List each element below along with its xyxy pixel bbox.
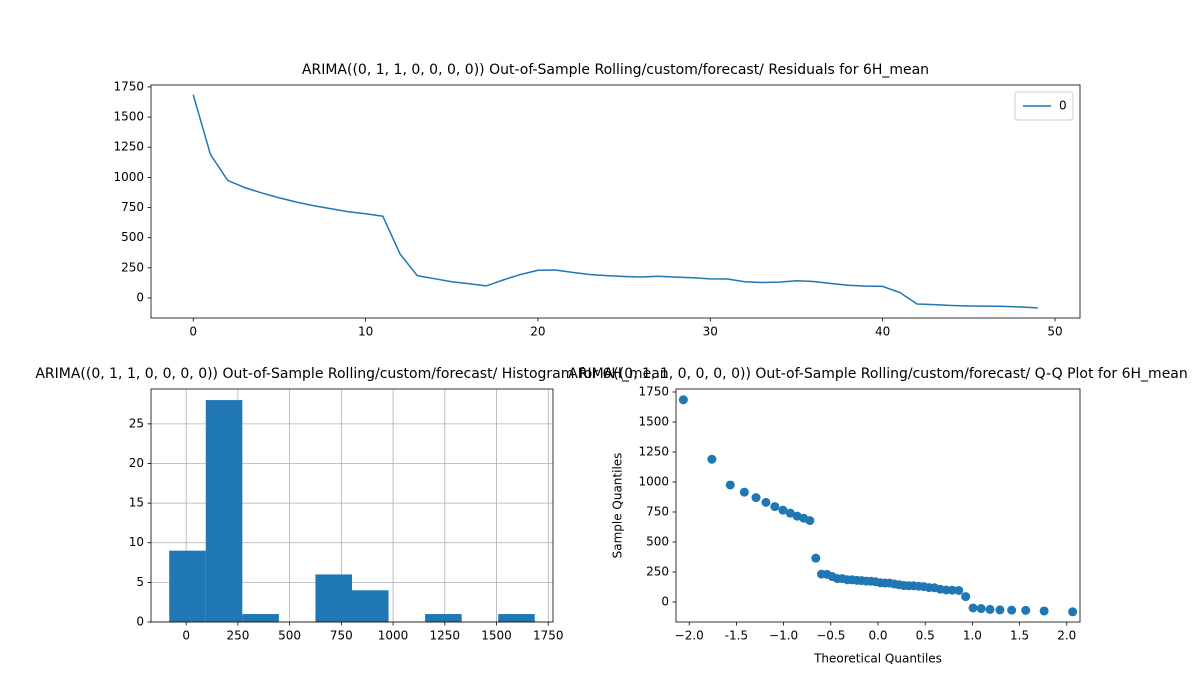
y-tick-label: 750 [646,504,669,518]
chart: 0 10 20 30 40 5002505007501000125015001750ARI… [113,62,1081,339]
x-tick-label: 2.0 [1057,629,1076,643]
y-tick-label: 25 [129,416,144,430]
x-axis-label: Theoretical Quantiles [813,652,942,666]
chart: −2.0 -1.5 −1.0 −0.5 0.0 0.5 1.0 1.5 2.0 0 250 500 75… [568,366,1188,666]
axes-frame [150,84,1081,319]
x-tick-label: 1750 [533,629,564,643]
y-tick-label: 1500 [113,110,144,124]
y-tick-label: 10 [129,535,144,549]
point [968,603,978,613]
point [954,585,964,595]
y-tick-label: 0 [661,594,669,608]
y-tick-label: 0 [136,290,144,304]
point [739,487,749,497]
x-tick-label: −1.0 [769,629,798,643]
legend: 0 [1014,91,1074,121]
x-tick-label: 10 [358,325,373,339]
x-tick-label: 1.5 [1010,629,1029,643]
plot-area [678,395,1078,617]
chart: 0 250 500 750 1000 1250 1500 1750 0 5 10 15 20 25 ARIM… [35,366,668,643]
plot-area [192,94,1038,309]
point [1007,605,1017,615]
x-tick-label: 1250 [430,629,461,643]
x-tick-label: 0.5 [916,629,935,643]
x-tick-label: −0.5 [816,629,845,643]
y-tick-label: 500 [646,534,669,548]
point [985,604,995,614]
chart-title: ARIMA((0, 1, 1, 0, 0, 0, 0)) Out-of-Samp… [302,62,929,78]
chart-title: ARIMA((0, 1, 1, 0, 0, 0, 0)) Out-of-Samp… [35,366,668,382]
x-tick-label: 30 [703,325,718,339]
y-tick-label: 1750 [638,384,669,398]
y-tick-label: 1000 [113,170,144,184]
legend-label: 0 [1059,99,1067,113]
bar [425,614,462,622]
point [678,395,688,405]
plot-area [169,400,535,622]
point [1021,605,1031,615]
point [947,585,957,595]
y-tick-label: 5 [136,575,144,589]
y-tick-label: 0 [136,615,144,629]
x-tick-label: 40 [875,325,890,339]
point [995,605,1005,615]
x-tick-label: -1.5 [725,629,748,643]
point [770,502,780,512]
x-tick-label: 500 [278,629,301,643]
bar [205,400,243,622]
x-tick-label: 0 [182,629,190,643]
axes-frame [150,388,554,623]
y-axis-label: Sample Quantiles [611,453,625,559]
y-tick-label: 1250 [638,444,669,458]
point [1068,607,1078,617]
x-tick-label: 0.0 [868,629,887,643]
point [707,454,717,464]
point [751,493,761,503]
point [976,604,986,614]
bar [352,590,389,622]
x-tick-label: 50 [1047,325,1062,339]
point [1039,606,1049,616]
chart-title: ARIMA((0, 1, 1, 0, 0, 0, 0)) Out-of-Samp… [568,366,1188,382]
y-tick-label: 15 [129,496,144,510]
bar [315,574,352,622]
bar [242,614,279,622]
y-tick-label: 250 [646,564,669,578]
line [192,94,1038,309]
point [761,497,771,507]
x-tick-label: 750 [330,629,353,643]
point [811,553,821,563]
y-tick-label: 1750 [113,79,144,93]
y-tick-label: 250 [121,260,144,274]
y-tick-label: 20 [129,456,144,470]
x-tick-label: −2.0 [675,629,704,643]
point [961,592,971,602]
x-tick-label: 1500 [481,629,512,643]
y-tick-label: 750 [121,200,144,214]
point [778,505,788,515]
bar [498,614,535,622]
x-tick-label: 250 [226,629,249,643]
y-tick-label: 1250 [113,140,144,154]
x-tick-label: 1.0 [963,629,982,643]
axes-frame [675,388,1081,623]
bar [169,550,206,622]
point [785,508,795,518]
point [725,480,735,490]
x-tick-label: 20 [530,325,545,339]
y-tick-label: 1000 [638,474,669,488]
x-tick-label: 0 [189,325,197,339]
point [805,516,815,526]
y-tick-label: 1500 [638,414,669,428]
y-tick-label: 500 [121,230,144,244]
x-tick-label: 1000 [378,629,409,643]
